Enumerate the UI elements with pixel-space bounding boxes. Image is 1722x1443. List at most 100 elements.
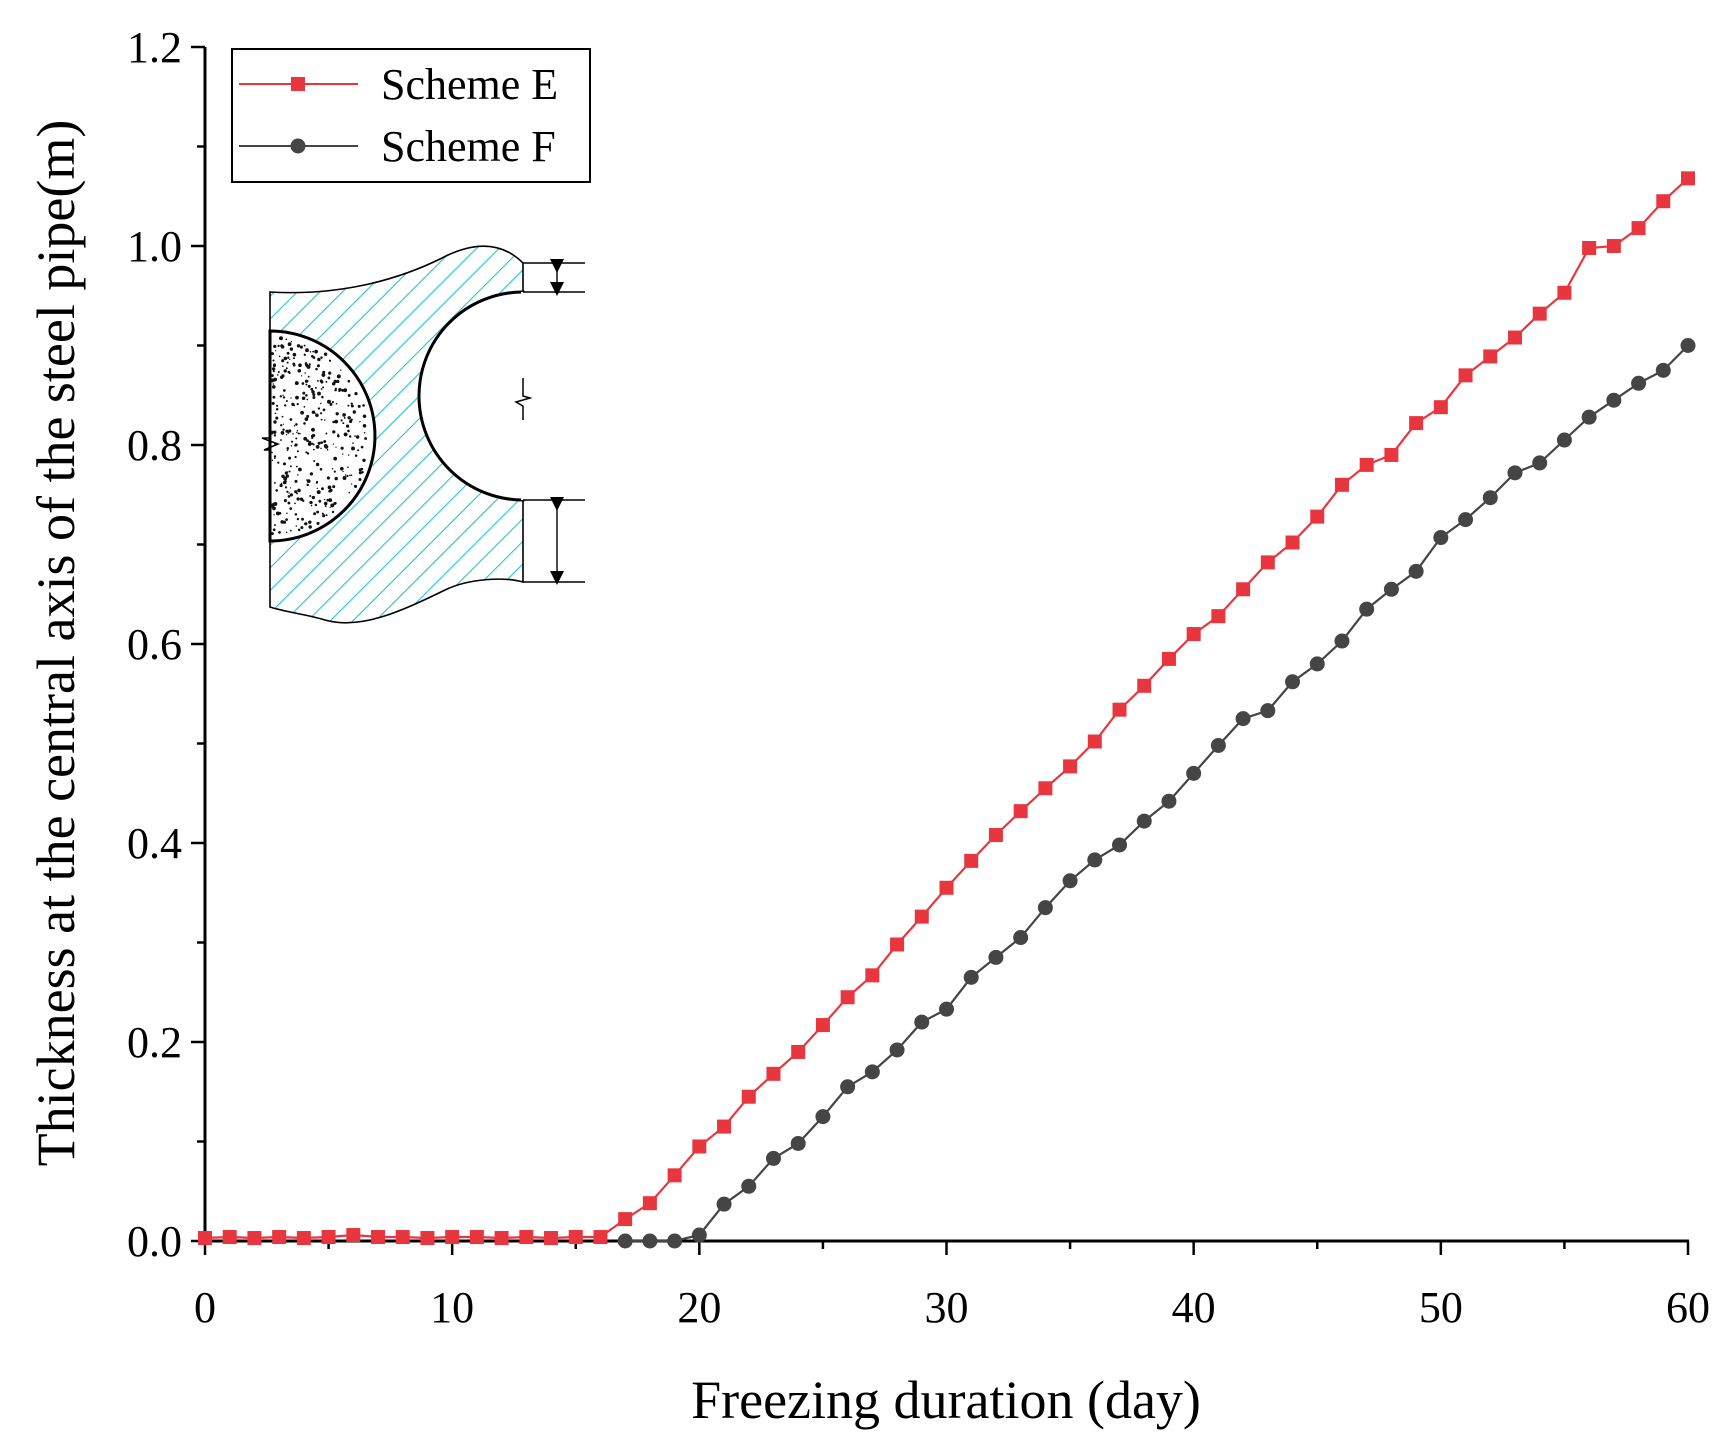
data-point-scheme-e [939, 880, 954, 895]
data-point-scheme-e [766, 1066, 781, 1081]
data-point-scheme-f [1161, 793, 1177, 809]
break-mark-left [261, 437, 281, 451]
data-point-scheme-f [1482, 490, 1498, 506]
axes: 0 10 20 30 40 50 60 0.0 0.2 0.4 0.6 0.8 1.0 1.2 [127, 23, 1710, 1332]
data-point-scheme-e [420, 1231, 435, 1246]
data-point-scheme-e [1063, 759, 1078, 774]
data-point-scheme-f [1631, 375, 1647, 391]
data-point-scheme-f [1458, 512, 1474, 528]
data-point-scheme-f [1186, 765, 1202, 781]
data-point-scheme-f [741, 1178, 757, 1194]
series-layer [198, 171, 1696, 1249]
data-point-scheme-e [717, 1119, 732, 1134]
data-point-scheme-e [1186, 627, 1201, 642]
data-point-scheme-e [1334, 477, 1349, 492]
y-tick-label: 0.4 [127, 819, 182, 868]
data-point-scheme-e [1656, 194, 1671, 209]
legend-label-scheme-e: Scheme E [381, 60, 558, 109]
data-point-scheme-e [1161, 651, 1176, 666]
data-point-scheme-f [1285, 674, 1301, 690]
data-point-scheme-f [1383, 581, 1399, 597]
data-point-scheme-f [1359, 601, 1375, 617]
data-point-scheme-e [1137, 678, 1152, 693]
data-point-scheme-f [1210, 737, 1226, 753]
data-point-scheme-e [667, 1168, 682, 1183]
data-point-scheme-e [1483, 349, 1498, 364]
data-point-scheme-f [1556, 432, 1572, 448]
data-point-scheme-e [346, 1228, 361, 1243]
inset-diagram [261, 245, 585, 624]
legend-box [231, 48, 591, 183]
x-tick-label: 30 [925, 1283, 969, 1332]
y-axis-ticks: 0.0 0.2 0.4 0.6 0.8 1.0 1.2 [127, 23, 205, 1266]
data-point-scheme-f [642, 1233, 658, 1249]
y-tick-label: 0.2 [127, 1018, 182, 1067]
break-mark-right [514, 378, 533, 420]
data-point-scheme-e [1458, 368, 1473, 383]
data-point-scheme-f [963, 969, 979, 985]
series-line-scheme-f [625, 344, 1689, 1243]
data-point-scheme-f [864, 1064, 880, 1080]
data-point-scheme-e [964, 853, 979, 868]
y-tick-label: 1.0 [127, 222, 182, 271]
data-point-scheme-e [618, 1212, 633, 1227]
data-point-scheme-e [642, 1196, 657, 1211]
data-point-scheme-e [1681, 171, 1695, 186]
data-point-scheme-e [741, 1089, 756, 1104]
data-point-scheme-f [1309, 656, 1325, 672]
data-point-scheme-e [222, 1230, 237, 1245]
legend-marker-scheme-e [291, 77, 305, 91]
data-point-scheme-e [1359, 457, 1374, 472]
x-tick-label: 60 [1666, 1283, 1710, 1332]
legend-marker-scheme-f [290, 138, 306, 154]
data-point-scheme-f [1507, 465, 1523, 481]
x-axis-ticks: 0 10 20 30 40 50 60 [194, 1241, 1710, 1332]
data-point-scheme-e [1285, 535, 1300, 550]
concrete-texture [270, 336, 368, 536]
data-point-scheme-f [939, 1001, 954, 1017]
data-point-scheme-f [1532, 455, 1548, 471]
data-point-scheme-e [544, 1231, 559, 1246]
x-axis-title: Freezing duration (day) [691, 1370, 1201, 1430]
data-point-scheme-e [1582, 240, 1597, 255]
series-scheme-e [198, 171, 1695, 1246]
data-point-scheme-f [1581, 409, 1597, 425]
data-point-scheme-f [765, 1150, 781, 1166]
data-point-scheme-f [667, 1233, 683, 1249]
data-point-scheme-e [1310, 509, 1325, 524]
x-tick-label: 10 [430, 1283, 474, 1332]
x-tick-label: 40 [1172, 1283, 1216, 1332]
tunnel-opening [417, 290, 525, 502]
data-point-scheme-e [1112, 702, 1127, 717]
legend: Scheme E Scheme F [231, 48, 591, 183]
x-tick-label: 20 [677, 1283, 721, 1332]
data-point-scheme-f [1037, 900, 1053, 916]
data-point-scheme-f [889, 1042, 905, 1058]
data-point-scheme-e [914, 909, 929, 924]
data-point-scheme-e [1260, 555, 1275, 570]
x-tick-label: 0 [194, 1283, 216, 1332]
data-point-scheme-f [1062, 873, 1078, 889]
data-point-scheme-e [815, 1018, 830, 1033]
data-point-scheme-e [865, 968, 880, 983]
data-point-scheme-e [1433, 400, 1448, 415]
data-point-scheme-e [1507, 330, 1522, 345]
data-point-scheme-f [840, 1079, 856, 1095]
data-point-scheme-e [494, 1231, 509, 1246]
data-point-scheme-e [469, 1230, 484, 1245]
data-point-scheme-e [692, 1139, 707, 1154]
data-point-scheme-e [1532, 306, 1547, 321]
data-point-scheme-e [1038, 781, 1053, 796]
data-point-scheme-f [1136, 813, 1152, 829]
data-point-scheme-e [445, 1230, 460, 1245]
data-point-scheme-f [914, 1014, 930, 1030]
data-point-scheme-e [593, 1230, 608, 1245]
data-point-scheme-e [1557, 285, 1572, 300]
y-tick-label: 0.6 [127, 620, 182, 669]
data-point-scheme-e [1211, 609, 1226, 624]
data-point-scheme-e [1087, 734, 1102, 749]
data-point-scheme-f [716, 1196, 732, 1212]
data-point-scheme-f [1235, 711, 1251, 727]
series-scheme-f [617, 338, 1696, 1249]
data-point-scheme-e [840, 990, 855, 1005]
